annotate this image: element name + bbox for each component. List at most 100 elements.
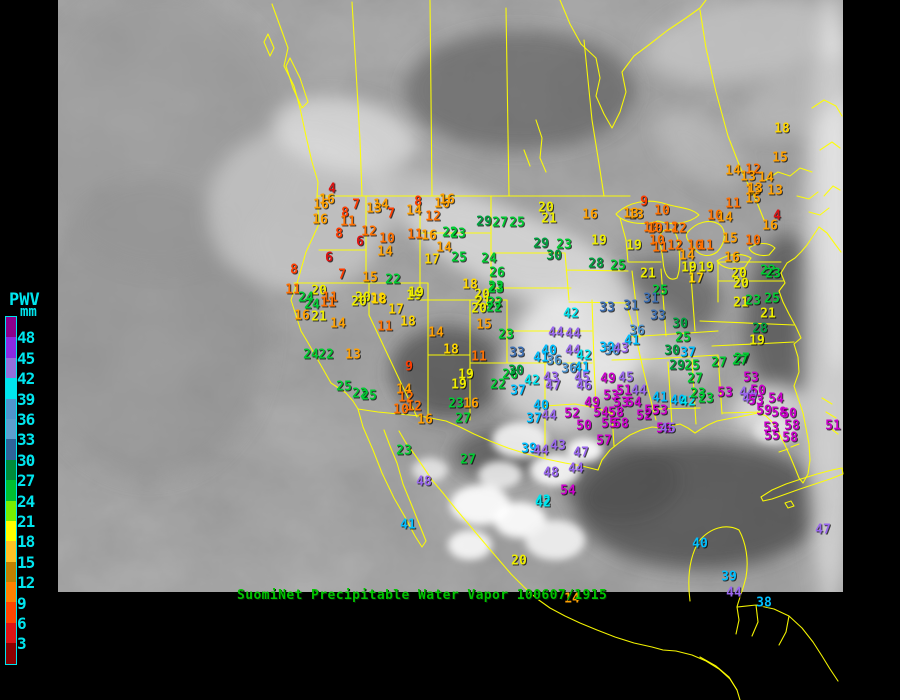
station-value: 21 (311, 310, 327, 325)
station-value: 42 (524, 374, 540, 389)
station-value: 36 (546, 354, 562, 369)
station-value: 11 (471, 350, 487, 365)
station-value: 58 (782, 431, 798, 446)
station-value: 24 (304, 298, 320, 313)
station-value: 42 (535, 494, 551, 509)
station-value: 11 (322, 291, 338, 306)
station-value: 15 (476, 318, 492, 333)
station-value: 25 (610, 259, 626, 274)
station-value: 12 (663, 221, 679, 236)
station-value: 20 (355, 291, 371, 306)
station-value: 16 (434, 197, 450, 212)
station-value: 20 (733, 277, 749, 292)
station-value: 46 (576, 379, 592, 394)
station-value: 11 (652, 241, 668, 256)
station-value: 25 (361, 389, 377, 404)
station-value: 22 (442, 226, 458, 241)
station-value: 12 (406, 400, 422, 415)
station-value: 16 (312, 213, 328, 228)
station-value: 27 (711, 356, 727, 371)
station-value: 20 (311, 284, 327, 299)
station-value: 44 (739, 386, 755, 401)
station-value: 42 (680, 395, 696, 410)
station-value: 6 (325, 251, 333, 266)
station-value: 53 (763, 421, 779, 436)
station-value: 7 (387, 207, 395, 222)
station-value: 13 (745, 184, 761, 199)
station-value: 36 (561, 362, 577, 377)
station-value: 21 (760, 307, 776, 322)
station-value: 31 (643, 292, 659, 307)
legend-color-segment (6, 582, 16, 603)
station-value: 23 (448, 397, 464, 412)
legend-label: 21 (17, 512, 35, 531)
station-value: 29 (669, 359, 685, 374)
station-value: 42 (535, 496, 551, 511)
station-value: 44 (541, 409, 557, 424)
station-value: 16 (294, 309, 310, 324)
station-value: 17 (388, 303, 404, 318)
station-value: 38 (756, 596, 772, 611)
station-value: 15 (745, 192, 761, 207)
station-value: 16 (421, 229, 437, 244)
station-value: 22 (352, 387, 368, 402)
station-value: 10 (687, 239, 703, 254)
station-value: 12 (398, 391, 414, 406)
station-value: 43 (543, 371, 559, 386)
station-value: 53 (717, 386, 733, 401)
station-value: 25 (336, 380, 352, 395)
station-value: 41 (574, 361, 590, 376)
station-value: 48 (416, 475, 432, 490)
station-value: 14 (564, 592, 580, 607)
station-value: 30 (672, 317, 688, 332)
legend-color-segment (6, 602, 16, 623)
station-value: 13 (366, 202, 382, 217)
station-value: 21 (475, 295, 491, 310)
station-value: 26 (489, 266, 505, 281)
station-value: 14 (396, 383, 412, 398)
station-value: 53 (743, 371, 759, 386)
legend-label: 18 (17, 532, 35, 552)
station-value: 23 (488, 280, 504, 295)
station-value: 20 (731, 267, 747, 282)
station-value: 14 (436, 241, 452, 256)
station-value: 18 (370, 292, 386, 307)
legend-label: 15 (17, 552, 35, 572)
station-value: 29 (533, 237, 549, 252)
legend-unit: mm (20, 304, 37, 320)
station-value: 27 (455, 412, 471, 427)
legend-color-segment (6, 520, 16, 542)
station-value: 48 (543, 466, 559, 481)
station-value: 7 (338, 268, 346, 283)
station-value: 9 (405, 360, 413, 375)
station-value: 53 (748, 394, 764, 409)
station-value: 40 (541, 344, 557, 359)
station-value: 14 (330, 317, 346, 332)
station-value: 19 (626, 239, 642, 254)
station-value: 11 (340, 215, 356, 230)
legend-title: PWV (9, 290, 40, 310)
station-value: 33 (599, 301, 615, 316)
station-value: 12 (425, 210, 441, 225)
station-value: 19 (698, 261, 714, 276)
map-outlines (263, 0, 844, 700)
station-value: 8 (341, 206, 349, 221)
station-value: 23 (488, 282, 504, 297)
station-value: 18 (371, 293, 387, 308)
station-value: 25 (509, 216, 525, 231)
station-value: 19 (408, 286, 424, 301)
station-value: 11 (725, 197, 741, 212)
station-value: 10 (647, 222, 663, 237)
legend-label: 33 (17, 430, 35, 450)
station-value: 39 (599, 341, 615, 356)
station-value: 53 (652, 404, 668, 419)
station-value: 27 (460, 453, 476, 468)
station-value: 16 (463, 397, 479, 412)
legend-color-segment (6, 398, 16, 419)
station-value: 25 (764, 292, 780, 307)
station-value: 23 (698, 392, 714, 407)
station-value: 6 (356, 235, 364, 250)
station-value: 11 (285, 283, 301, 298)
station-value: 25 (451, 251, 467, 266)
